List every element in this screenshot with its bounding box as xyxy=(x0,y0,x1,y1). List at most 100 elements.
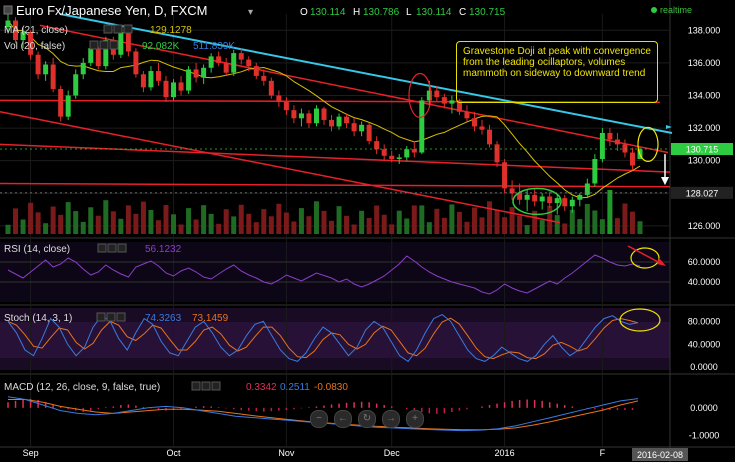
candle-body xyxy=(532,194,538,202)
candle-body xyxy=(419,100,425,153)
time-label: Dec xyxy=(384,448,401,458)
candle-body xyxy=(95,48,101,67)
volume-bar xyxy=(434,208,440,234)
candle-body xyxy=(449,100,455,104)
volume-bar xyxy=(103,200,109,234)
symbol-menu-icon xyxy=(3,5,13,15)
candle-body xyxy=(569,199,575,207)
vol-label: Vol (20, false) xyxy=(4,41,65,52)
volume-bar xyxy=(208,213,214,234)
volume-bar xyxy=(186,208,192,234)
ohlc-value: 130.786 xyxy=(363,7,400,18)
vol-value-1: 92.082K xyxy=(142,41,180,52)
candle-body xyxy=(614,139,620,145)
stoch-tick-label: 0.0000 xyxy=(690,362,718,372)
highlight-circle xyxy=(619,308,661,332)
volume-bar xyxy=(140,201,146,234)
candle-body xyxy=(65,95,71,117)
indicator-control-icon xyxy=(97,243,107,253)
candle-body xyxy=(374,141,380,150)
indicator-control-icon xyxy=(113,24,123,34)
volume-bar xyxy=(95,215,101,234)
volume-bar xyxy=(313,201,319,234)
indicator-control-icon xyxy=(116,312,126,322)
volume-bar xyxy=(193,219,199,234)
candle-body xyxy=(336,116,342,127)
candle-body xyxy=(163,80,169,98)
volume-bar xyxy=(494,209,500,234)
volume-bar xyxy=(449,204,455,234)
volume-bar xyxy=(607,190,613,234)
stoch-tick-label: 40.0000 xyxy=(688,339,721,349)
stoch-label: Stoch (14, 3, 1) xyxy=(4,313,72,324)
candle-body xyxy=(261,75,267,81)
candle-body xyxy=(201,67,207,78)
macd-value-1: 0.3342 xyxy=(246,382,277,393)
volume-bar xyxy=(291,221,297,234)
indicator-control-icon xyxy=(191,381,201,391)
volume-bar xyxy=(58,214,64,234)
macd-tick-label: 0.0000 xyxy=(690,403,718,413)
candle-body xyxy=(73,74,79,96)
time-label: 2016 xyxy=(495,448,515,458)
candle-body xyxy=(359,124,365,132)
volume-bar xyxy=(171,214,177,234)
vol-value-2: 511.839K xyxy=(193,41,235,52)
candle-body xyxy=(599,132,605,160)
stoch-d-line xyxy=(7,317,639,360)
volume-bar xyxy=(50,206,56,234)
symbol-title: Euro Fx/Japanese Yen, D, FXCM xyxy=(16,3,207,18)
volume-bar xyxy=(88,207,94,234)
volume-bar xyxy=(599,219,605,234)
descending-channel-top xyxy=(39,24,669,154)
stoch-band xyxy=(0,322,670,358)
volume-bar xyxy=(411,205,417,234)
volume-bar xyxy=(231,216,237,234)
candle-body xyxy=(441,97,447,104)
scroll-left-button[interactable]: ← xyxy=(334,410,352,428)
zoom-out-button[interactable]: − xyxy=(310,410,328,428)
price-tick-label: 138.000 xyxy=(688,25,721,35)
ma-value: 129.1278 xyxy=(150,25,192,36)
volume-bar xyxy=(306,216,312,234)
candle-body xyxy=(426,90,432,101)
scroll-right-button[interactable]: → xyxy=(382,410,400,428)
volume-bar xyxy=(20,219,26,234)
volume-bar xyxy=(389,224,395,234)
volume-bar xyxy=(110,211,116,234)
candle-body xyxy=(547,196,553,204)
volume-bar xyxy=(321,210,327,234)
candle-body xyxy=(20,31,26,41)
volume-bar xyxy=(336,206,342,234)
indicator-control-icon xyxy=(201,381,211,391)
candle-body xyxy=(253,66,259,76)
candle-body xyxy=(178,82,184,91)
ma-label: MA (21, close) xyxy=(4,25,68,36)
volume-bar xyxy=(396,210,402,234)
candle-body xyxy=(562,198,568,207)
volume-bar xyxy=(276,203,282,234)
volume-bar xyxy=(539,220,545,234)
volume-bar xyxy=(381,214,387,234)
candle-body xyxy=(329,119,335,127)
volume-bar xyxy=(404,218,410,234)
candle-body xyxy=(133,51,139,75)
last-price-text: 130.715 xyxy=(686,145,719,155)
volume-bar xyxy=(5,224,11,234)
indicator-control-icon xyxy=(99,40,109,50)
descending-channel-bottom xyxy=(0,111,561,224)
candle-body xyxy=(344,116,350,124)
volume-bar xyxy=(509,207,515,234)
candle-body xyxy=(607,132,613,140)
realtime-indicator: realtime xyxy=(651,5,692,15)
annotation-box: Gravestone Doji at peak with convergence… xyxy=(456,41,658,103)
zoom-in-button[interactable]: + xyxy=(406,410,424,428)
indicator-control-icon xyxy=(106,312,116,322)
reset-button[interactable]: ↻ xyxy=(358,410,376,428)
ohlc-value: 130.114 xyxy=(416,7,452,18)
volume-bar xyxy=(584,203,590,234)
candle-body xyxy=(171,82,177,98)
volume-bar xyxy=(637,221,643,234)
candle-body xyxy=(223,62,229,73)
candle-body xyxy=(351,123,357,132)
